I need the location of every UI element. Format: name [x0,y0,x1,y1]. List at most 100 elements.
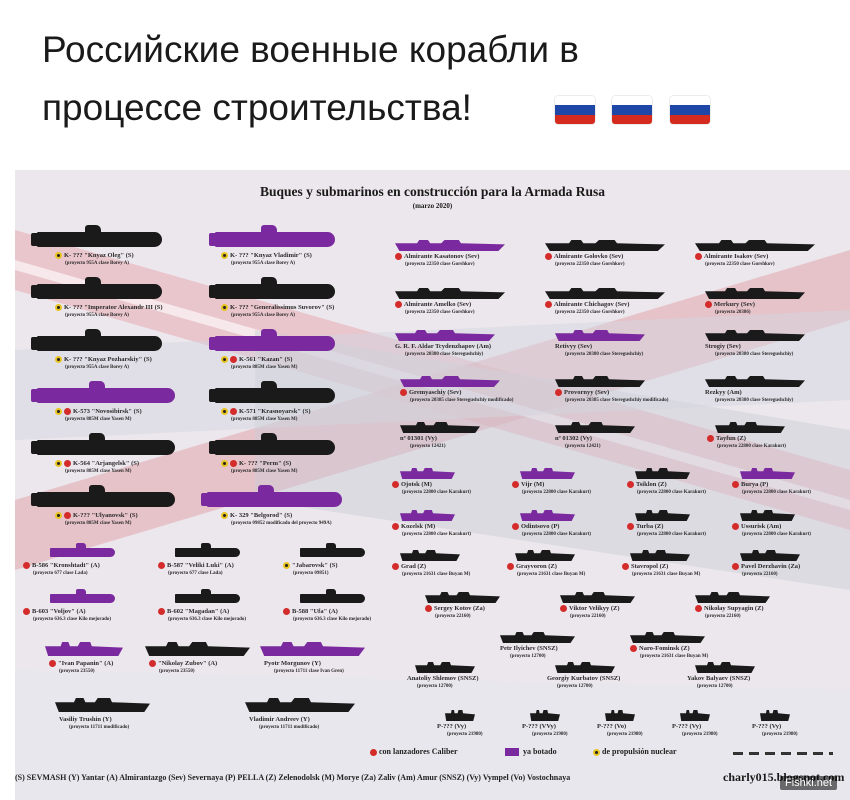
ship-label: Tayfun (Z) (proyecto 22800 clase Karakurt… [707,435,786,451]
ship-project: (proyecto 22160) [705,614,741,619]
nuclear-icon [221,408,228,416]
ship-project: (proyecto 20385 clase Steregushchiy modi… [410,398,514,403]
ship-project: (proyecto 20380 clase Steregushchiy) [405,352,484,357]
ship-label: Georgiy Kurbatov (SNSZ) (proyecto 12700) [547,675,620,691]
ship-name: Sergey Kotov (Za) [425,605,485,613]
submarine-left-project: (proyecto 885M clase Yasen M) [65,521,132,526]
caliber-icon [400,389,407,397]
ship-project: (proyecto 22800 clase Karakurt) [742,490,811,495]
ship-project: (proyecto 20380 clase Steregushchiy) [565,352,644,357]
ship-name: P-??? (Vo) [597,723,627,730]
nuclear-icon [55,356,62,364]
vessel-project: (proyecto 11711 clase Ivan Gren) [274,669,344,674]
submarine-mid-name: K- ??? "Perm" (S) [221,460,297,468]
ship-label: Almirante Kasatonov (Sev) (proyecto 22350… [395,253,479,269]
legend-dash-line [733,752,833,755]
ship-silhouette [695,592,770,603]
submarine-left-name: K- ??? "Imperator Alexandr III (S) [55,304,163,312]
ship-label: Petr Ilyichev (SNSZ) (proyecto 12700) [500,645,558,661]
diesel-sub-project: (proyecto 636.3 clase Kilo mejorado) [168,617,247,622]
caliber-icon [392,481,399,489]
caliber-icon [23,608,30,616]
ship-name: Odintsovo (P) [512,523,591,531]
nuclear-icon [55,460,62,468]
vessel-label: "Nikolay Zubov" (A) (proyecto 23550) [149,660,217,676]
diesel-sub-silhouette [50,543,115,557]
ship-label: Kozelsk (M) (proyecto 22800 clase Karakur… [392,523,471,539]
ship-name: Naro-Fominsk (Z) [630,645,708,653]
submarine-silhouette [209,433,335,455]
submarine-left-label: K- ??? "Knyaz Pozharskiy" (S) (proyecto 9… [55,356,152,372]
ship-silhouette [545,288,665,299]
ship-label: Sergey Kotov (Za) (proyecto 22160) [425,605,485,621]
ship-silhouette [415,662,475,673]
nuclear-icon [55,252,62,260]
ship-silhouette [400,376,500,387]
diesel-sub-name: "Jabarovsk" (S) [283,562,338,570]
shipyard-legend: (S) SEVMASH (Y) Yantar (A) Almirantazgo … [15,773,571,782]
ship-label: P-??? (Vy) (proyecto 21980) [437,723,483,739]
ship-silhouette [605,710,635,721]
ship-name: Tayfun (Z) [707,435,786,443]
caliber-icon [732,523,739,531]
diesel-sub-silhouette [300,543,365,557]
ship-label: Odintsovo (P) (proyecto 22800 clase Karak… [512,523,591,539]
caliber-icon [149,660,156,668]
ship-project: (proyecto 22800 clase Karakurt) [522,490,591,495]
caliber-icon [158,608,165,616]
ship-silhouette [555,376,645,387]
caliber-icon [545,253,552,261]
ship-label: Pavel Derzhavin (Za) (proyecto 22160) [732,563,800,579]
ship-project: (proyecto 12700) [557,684,593,689]
ship-silhouette [515,550,575,561]
ship-project: (proyecto 21980) [447,732,483,737]
post-title-line-2: процессе строительства! [42,87,472,128]
ship-project: (proyecto 22800 clase Karakurt) [637,490,706,495]
ship-label: Nikolay Supyagin (Z) (proyecto 22160) [695,605,764,621]
ship-silhouette [740,510,795,521]
ship-project: (proyecto 21631 clase Buyan M) [517,572,586,577]
submarine-mid-project: (proyecto 885M clase Yasen M) [231,469,298,474]
submarine-mid-project: (proyecto 09852 modificado del proyecto … [231,521,332,526]
ship-silhouette [635,468,690,479]
ship-silhouette [560,592,635,603]
ship-name: Almirante Kasatonov (Sev) [395,253,479,261]
ship-silhouette [705,330,805,341]
nuclear-icon [221,304,228,312]
ship-silhouette [520,468,575,479]
ship-name: Kozelsk (M) [392,523,471,531]
ship-silhouette [425,592,500,603]
submarine-mid-name: K- ??? "Generalissimus Suvorov" (S) [221,304,334,312]
caliber-icon [695,253,702,261]
ship-label: Naro-Fominsk (Z) (proyecto 21631 clase Bu… [630,645,708,661]
ship-silhouette [630,632,705,643]
ship-silhouette [500,632,575,643]
nuclear-icon [55,512,62,520]
ship-name: nº 01301 (Vy) [400,435,437,442]
ship-project: (proyecto 12421) [410,444,446,449]
post-title-line-1: Российские военные корабли в [42,29,579,70]
ship-silhouette [400,422,480,433]
infographic-date: (marzo 2020) [412,202,453,210]
ship-project: (proyecto 22160) [570,614,606,619]
ship-project: (proyecto 20380 clase Steregushchiy) [715,352,794,357]
caliber-icon [627,481,634,489]
submarine-silhouette [31,381,175,403]
ship-project: (proyecto 22350 clase Gorshkov) [705,262,775,267]
ship-label: G. R. F. Aldar Tcydenzhapov (Am) (proyect… [395,343,491,359]
submarine-mid-project: (proyecto 885M clase Yasen M) [231,417,298,422]
ship-label: Turba (Z) (proyecto 22800 clase Karakurt) [627,523,706,539]
ship-project: (proyecto 22800 clase Karakurt) [402,490,471,495]
diesel-sub-silhouette [50,589,115,603]
ship-name: Tsiklon (Z) [627,481,706,489]
ship-label: Rezkyy (Am) (proyecto 20380 clase Steregu… [705,389,793,405]
ship-project: (proyecto 22800 clase Karakurt) [522,532,591,537]
ship-label: nº 01302 (Vy) (proyecto 12421) [555,435,601,451]
launched-swatch [505,748,519,757]
ship-silhouette [395,288,505,299]
diesel-sub-label: B-588 "Ufa" (A) (proyecto 636.3 clase Kil… [283,608,371,624]
ship-project: (proyecto 22800 clase Karakurt) [402,532,471,537]
ship-name: Vijr (M) [512,481,591,489]
caliber-icon [627,523,634,531]
submarine-mid-name: K-561 "Kazan" (S) [221,356,297,364]
